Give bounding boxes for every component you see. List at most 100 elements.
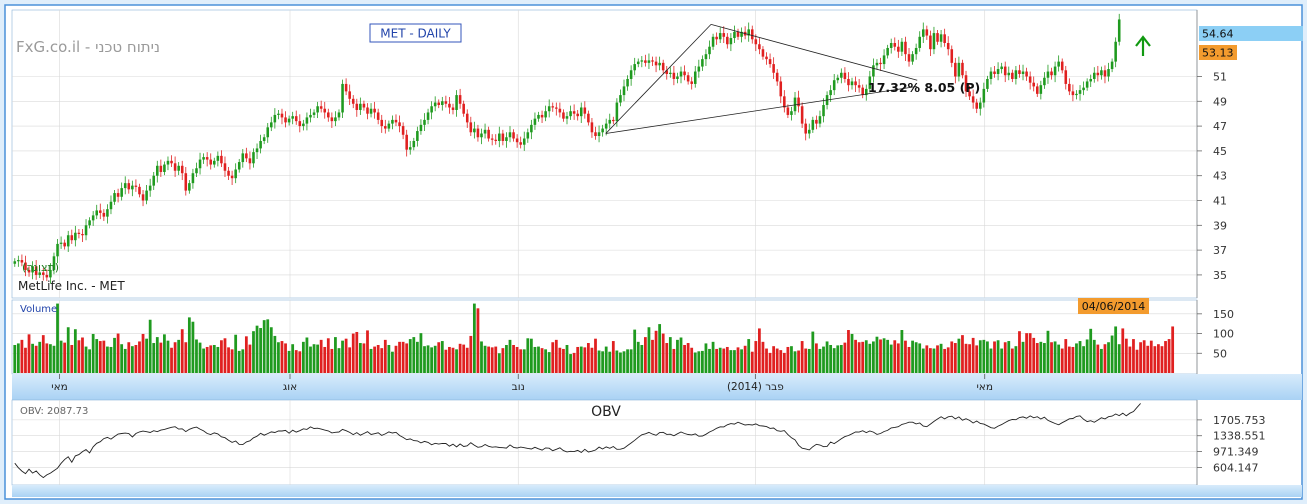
- volume-bar: [889, 344, 893, 373]
- candle-body: [701, 59, 704, 67]
- candle-body: [861, 87, 864, 96]
- candle-body: [166, 160, 170, 165]
- time-tick-label: אוג: [283, 381, 297, 393]
- candle-body: [88, 220, 91, 226]
- volume-bar: [683, 344, 686, 373]
- candle-body: [968, 91, 971, 97]
- obv-grid: [12, 400, 1197, 485]
- volume-bar: [715, 348, 719, 373]
- triangle-pattern-lines: [605, 24, 918, 134]
- candle-body: [294, 116, 298, 122]
- candle-body: [1085, 81, 1089, 88]
- volume-bar: [982, 339, 986, 373]
- candle-body: [483, 129, 487, 134]
- volume-bar: [95, 339, 99, 373]
- candle-body: [316, 106, 319, 113]
- obv-tick-label: 604.147: [1213, 461, 1259, 474]
- volume-bar: [444, 349, 448, 373]
- volume-bar: [747, 339, 751, 373]
- candle-body: [31, 266, 34, 273]
- candle-body: [786, 107, 790, 115]
- volume-bar: [1167, 339, 1171, 373]
- volume-bar: [138, 341, 141, 373]
- candle-body: [576, 113, 579, 117]
- candle-body: [95, 210, 99, 216]
- candle-body: [220, 155, 223, 164]
- volume-bar: [59, 340, 63, 373]
- candle-body: [797, 97, 800, 107]
- candle-body: [91, 215, 95, 221]
- candle-body: [252, 152, 255, 164]
- volume-bar: [900, 330, 904, 373]
- volume-bar: [658, 324, 662, 373]
- candle-body: [280, 113, 284, 118]
- volume-bar: [412, 337, 416, 373]
- candle-body: [277, 113, 280, 115]
- volume-bar: [376, 344, 380, 373]
- candle-body: [241, 153, 245, 163]
- volume-bar: [472, 303, 476, 373]
- volume-bar: [166, 340, 170, 373]
- volume-bar: [1032, 337, 1036, 373]
- volume-bar: [391, 351, 394, 373]
- candle-body: [1068, 83, 1071, 92]
- volume-bar: [465, 347, 469, 373]
- candle-body: [683, 71, 686, 76]
- candle-body: [872, 65, 875, 77]
- volume-bar: [690, 347, 694, 373]
- candle-body: [127, 183, 131, 190]
- candle-body: [327, 112, 330, 118]
- volume-bar: [733, 350, 736, 373]
- candle-body: [287, 118, 291, 123]
- volume-bar: [259, 328, 262, 373]
- volume-bar: [497, 353, 501, 373]
- candle-body: [551, 106, 555, 108]
- volume-bar: [220, 340, 223, 373]
- candle-body: [572, 111, 576, 114]
- volume-bar: [369, 348, 373, 373]
- candle-body: [152, 175, 156, 186]
- volume-bar: [1021, 341, 1025, 373]
- volume-bar: [312, 344, 316, 373]
- candle-body: [900, 41, 904, 52]
- candle-body: [245, 153, 248, 159]
- candle-body: [622, 86, 626, 96]
- obv-panel: 604.147 971.349 1338.551 1705.753 OBV: 2087…: [11, 399, 1266, 486]
- candle-body: [1078, 90, 1082, 94]
- volume-bar: [875, 336, 879, 373]
- candle-body: [173, 163, 177, 171]
- candle-body: [448, 103, 451, 108]
- candle-body: [24, 262, 27, 270]
- obv-title: OBV: [591, 404, 621, 420]
- candle-body: [198, 159, 202, 169]
- candle-body: [1082, 87, 1085, 91]
- volume-bar: [847, 330, 850, 373]
- volume-bar: [234, 334, 238, 373]
- volume-bar: [515, 346, 519, 373]
- volume-bar: [911, 340, 914, 373]
- volume-bar: [818, 348, 822, 373]
- volume-bar: [70, 344, 74, 373]
- volume-bar: [130, 346, 134, 373]
- volume-bar: [1092, 339, 1096, 373]
- candle-body: [191, 173, 195, 184]
- preview-label: (תצוגה): [22, 261, 59, 274]
- volume-bar: [16, 343, 20, 373]
- volume-bar: [1124, 338, 1128, 373]
- volume-bar: [173, 342, 177, 373]
- volume-bar: [622, 351, 626, 373]
- volume-bar: [480, 341, 483, 373]
- candle-body: [544, 111, 547, 118]
- candle-body: [52, 256, 56, 270]
- volume-bar: [743, 345, 747, 373]
- volume-bar: [914, 342, 918, 373]
- volume-bar: [106, 346, 109, 373]
- volume-bar: [344, 338, 348, 373]
- candle-body: [597, 132, 601, 137]
- volume-bar: [957, 338, 961, 373]
- volume-bar: [904, 340, 907, 373]
- candle-body: [879, 62, 882, 65]
- volume-bar: [918, 343, 922, 373]
- volume-bar: [1171, 326, 1175, 373]
- volume-bar: [1067, 346, 1071, 373]
